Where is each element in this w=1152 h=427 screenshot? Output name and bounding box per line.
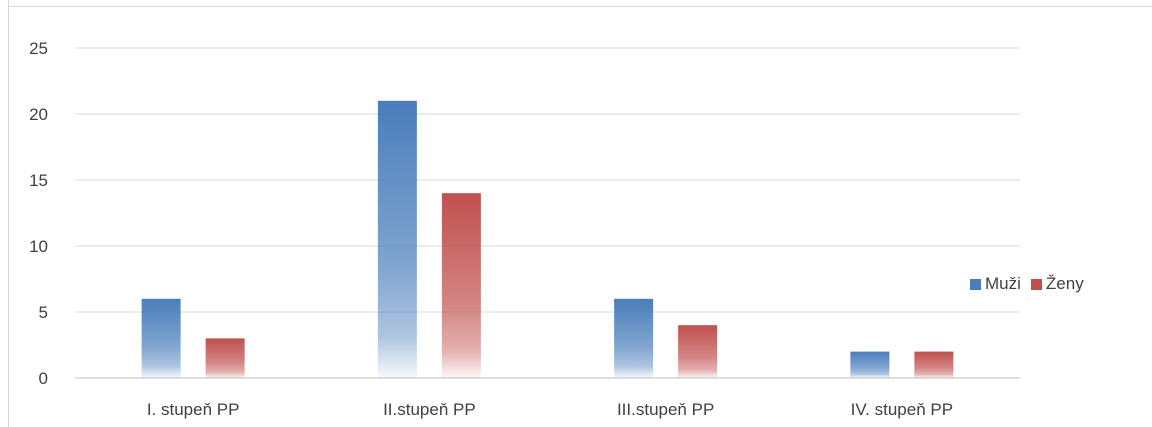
y-tick-label: 15 (29, 171, 48, 190)
bar-muzi (850, 351, 890, 378)
legend-label-zeny: Ženy (1045, 274, 1084, 293)
x-tick-label: II.stupeň PP (383, 400, 476, 419)
bar-zeny (205, 338, 245, 378)
legend-label-muzi: Muži (985, 274, 1021, 293)
bar-zeny (441, 193, 481, 378)
bar-muzi (141, 298, 181, 378)
y-tick-label: 5 (39, 303, 48, 322)
x-tick-label: I. stupeň PP (147, 400, 240, 419)
legend-swatch-muzi (970, 278, 981, 290)
y-tick-label: 20 (29, 105, 48, 124)
chart-frame-top (8, 6, 1152, 7)
x-tick-label: III.stupeň PP (617, 400, 714, 419)
x-axis-ticks: I. stupeň PP II.stupeň PP III.stupeň PP IV.… (147, 400, 953, 419)
legend: Muži Ženy (970, 274, 1094, 294)
x-tick-label: IV. stupeň PP (851, 400, 953, 419)
bar-zeny (678, 325, 718, 378)
y-axis-ticks: 0 5 10 15 20 25 (29, 39, 48, 388)
y-tick-label: 10 (29, 237, 48, 256)
legend-item-muzi: Muži (970, 274, 1021, 294)
legend-item-zeny: Ženy (1030, 274, 1084, 294)
chart-frame-left (8, 0, 9, 427)
bar-muzi (614, 298, 654, 378)
bar-zeny (914, 351, 954, 378)
bars (141, 100, 954, 379)
gridlines (75, 47, 1020, 379)
y-tick-label: 25 (29, 39, 48, 58)
y-tick-label: 0 (39, 369, 48, 388)
legend-swatch-zeny (1030, 278, 1042, 290)
bar-muzi (377, 100, 417, 379)
